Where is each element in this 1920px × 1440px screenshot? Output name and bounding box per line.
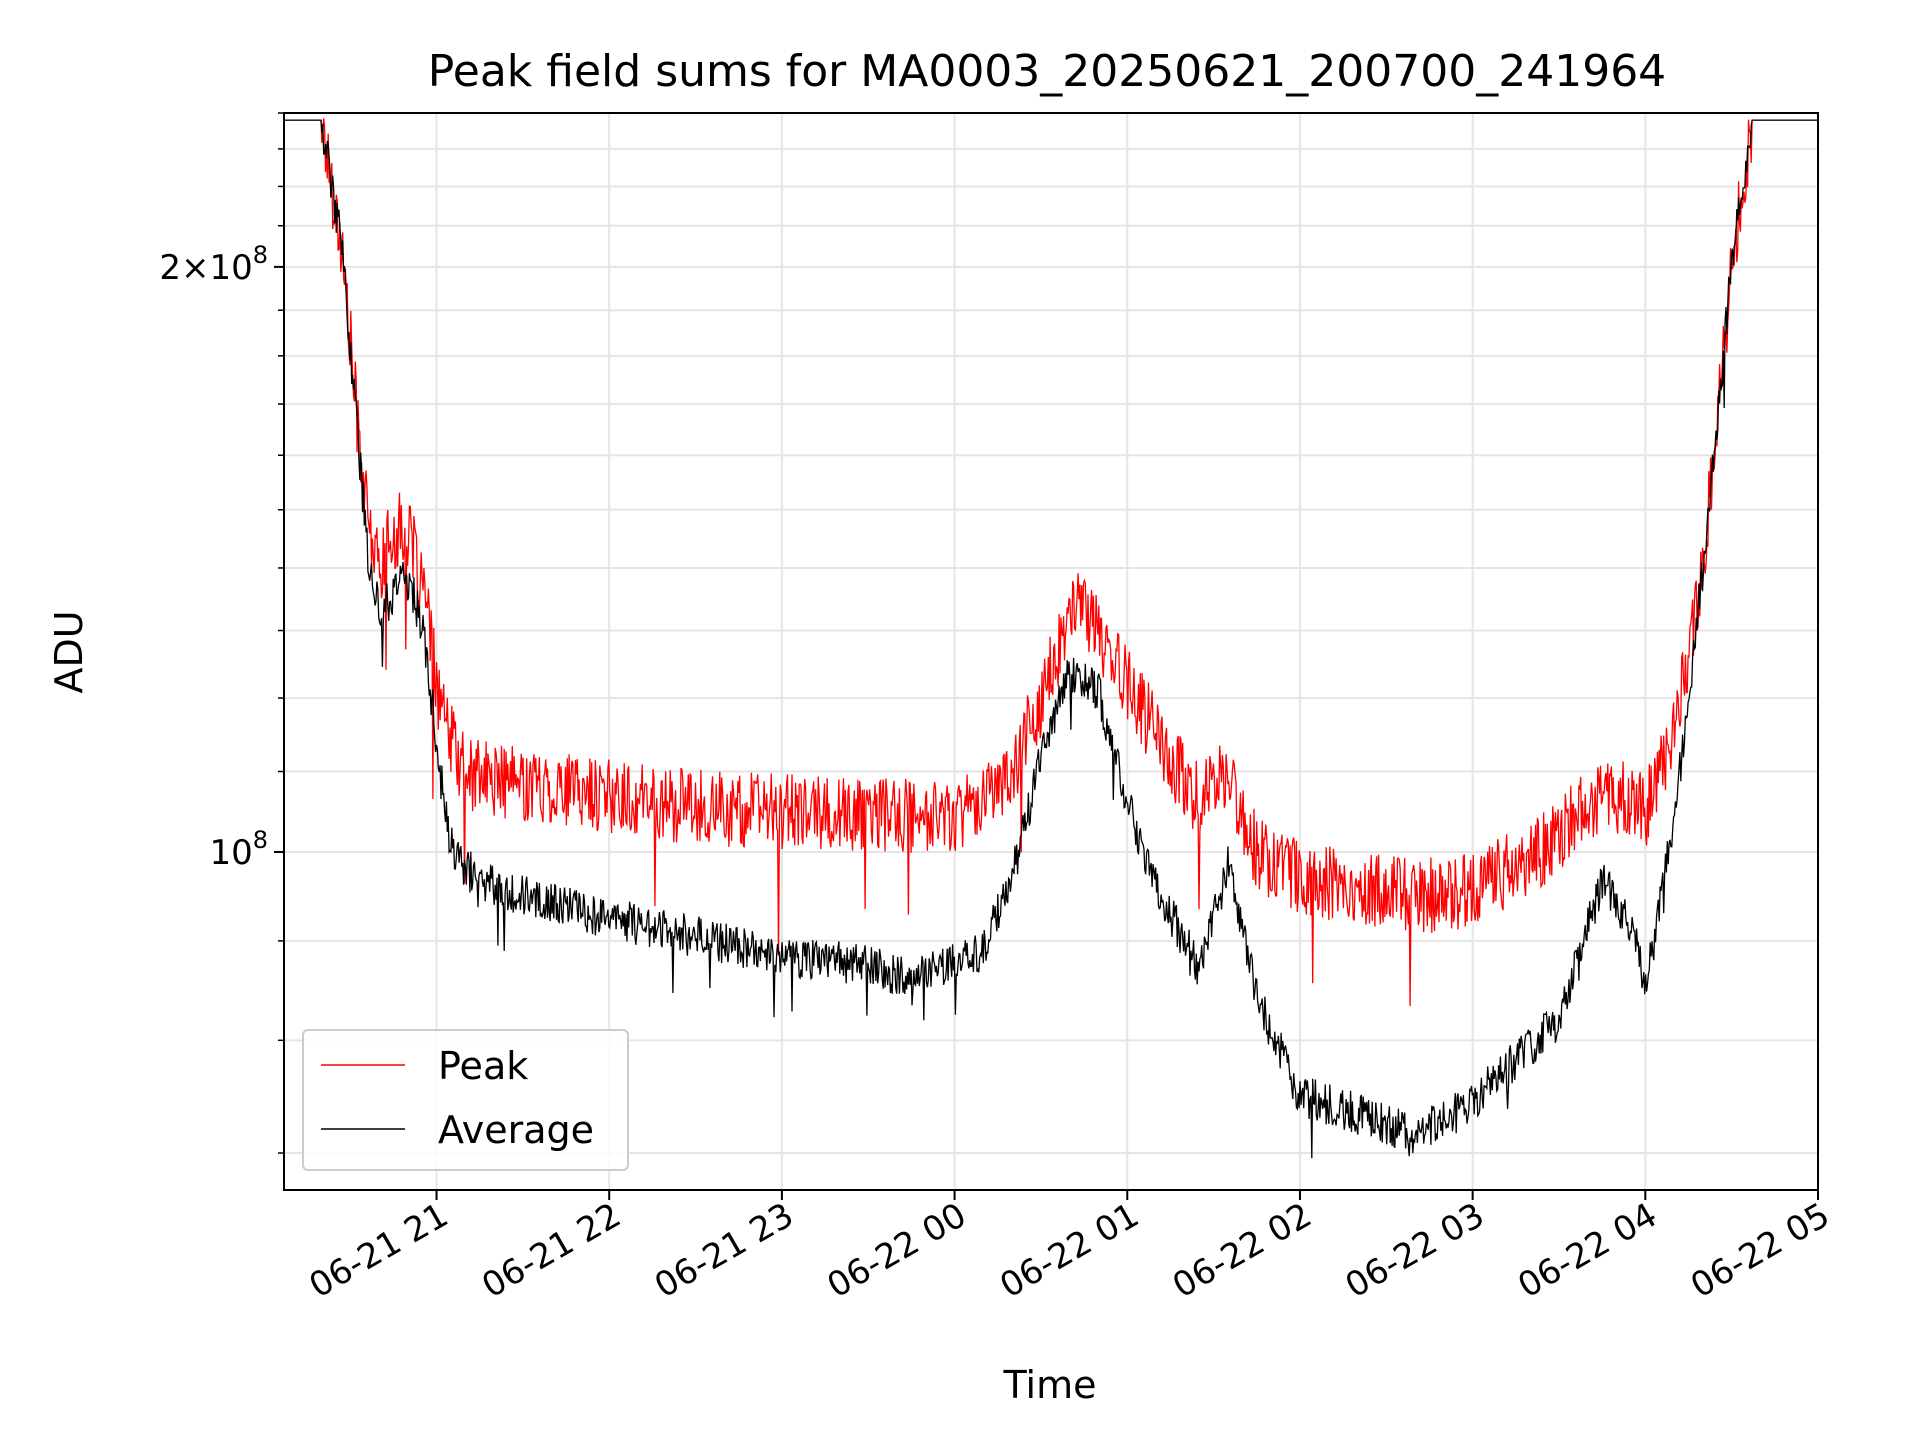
series-line-average bbox=[284, 119, 1818, 1159]
legend-label-peak: Peak bbox=[438, 1044, 528, 1088]
x-tick-label: 06-21 21 bbox=[303, 1195, 455, 1306]
x-tick-label: 06-22 00 bbox=[821, 1195, 973, 1306]
y-axis-label: ADU bbox=[47, 610, 91, 693]
plot-frame bbox=[283, 112, 1819, 1191]
chart-title: Peak field sums for MA0003_20250621_2007… bbox=[428, 46, 1666, 97]
grid bbox=[284, 112, 1818, 1190]
x-tick-label: 06-22 01 bbox=[993, 1195, 1145, 1306]
y-tick-label: 108 bbox=[209, 826, 268, 873]
legend: Peak Average bbox=[302, 1029, 629, 1171]
plot-area bbox=[284, 118, 1818, 1159]
legend-label-average: Average bbox=[438, 1108, 594, 1152]
x-axis-label: Time bbox=[1003, 1363, 1097, 1407]
x-tick-label: 06-21 23 bbox=[648, 1195, 800, 1306]
x-tick-label: 06-22 05 bbox=[1684, 1195, 1836, 1306]
x-tick-label: 06-22 04 bbox=[1511, 1195, 1663, 1306]
series-line-peak bbox=[284, 118, 1818, 1007]
x-tick-label: 06-21 22 bbox=[475, 1195, 627, 1306]
x-tick-label: 06-22 02 bbox=[1166, 1195, 1318, 1306]
y-tick-label: 2×108 bbox=[159, 241, 268, 288]
x-tick-label: 06-22 03 bbox=[1339, 1195, 1491, 1306]
